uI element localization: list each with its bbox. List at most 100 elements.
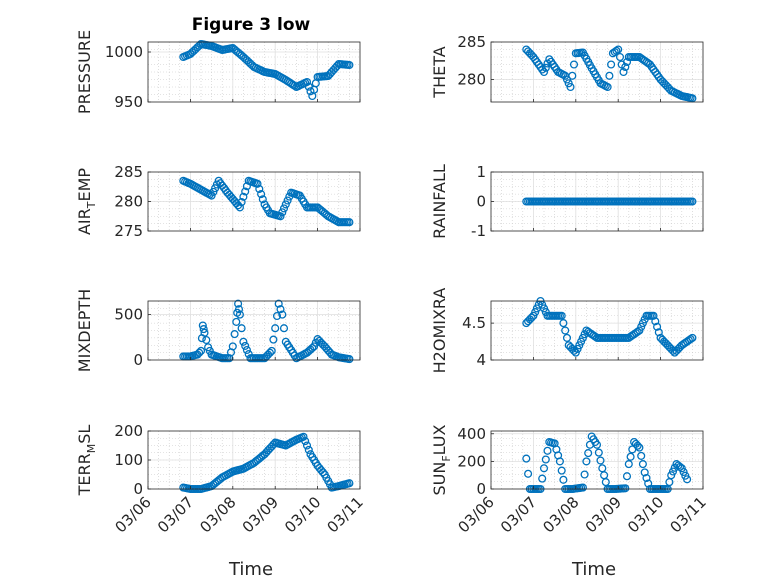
data-point — [594, 448, 603, 457]
y-tick-label: 400 — [457, 425, 486, 443]
data-point — [538, 474, 547, 483]
data-point — [612, 46, 621, 55]
data-point — [301, 437, 310, 446]
data-point — [241, 341, 250, 350]
x-axis-label-right: Time — [571, 559, 616, 580]
x-tick-label: 03/09 — [239, 493, 282, 536]
data-point — [209, 187, 218, 196]
data-point — [638, 460, 647, 469]
data-point — [619, 67, 628, 77]
data-point — [228, 342, 237, 351]
x-tick-label: 03/10 — [624, 493, 667, 536]
data-point — [274, 299, 283, 308]
data-point — [279, 324, 289, 333]
data-point — [637, 322, 646, 331]
data-point — [633, 441, 642, 450]
y-tick-label: 0 — [133, 351, 143, 369]
subplot-rainfall: -1 0 1 RAINFALL — [430, 163, 704, 240]
data-point — [555, 457, 564, 466]
y-tick-label: -1 — [471, 222, 486, 240]
data-point — [615, 52, 625, 62]
data-point — [267, 346, 276, 355]
data-point — [278, 310, 287, 319]
data-point — [582, 457, 591, 466]
x-tick-label: 03/10 — [281, 493, 324, 536]
data-point — [202, 335, 211, 345]
y-tick-label: 4.5 — [462, 314, 486, 332]
axes-box — [490, 300, 704, 361]
data-point — [557, 466, 566, 475]
data-point — [651, 317, 660, 326]
data-point — [557, 311, 566, 320]
data-point — [199, 325, 208, 334]
data-point — [241, 187, 250, 196]
y-tick-label: 0 — [133, 480, 143, 498]
data-point — [539, 67, 549, 77]
data-point — [541, 63, 550, 72]
data-point — [628, 445, 637, 454]
data-point — [237, 198, 246, 207]
data-point — [654, 328, 663, 337]
data-point — [279, 204, 289, 213]
x-axis-label-left: Time — [228, 559, 273, 580]
data-point — [302, 77, 312, 87]
data-point — [232, 317, 241, 326]
y-tick-label: 100 — [114, 451, 143, 469]
subplot-theta: 280 285 THETA — [430, 33, 704, 103]
y-tick-label: 4 — [476, 351, 486, 369]
y-tick-label: 0 — [476, 193, 486, 211]
data-point — [688, 333, 697, 342]
axes-box — [147, 41, 361, 103]
x-tick-label: 03/08 — [539, 493, 582, 536]
y-tick-label: 275 — [114, 222, 143, 240]
data-point — [345, 60, 354, 70]
y-axis-label: H2OMIXRA — [430, 288, 449, 374]
data-point — [265, 348, 274, 357]
subplot-mixdepth: 0 500 MIXDEPTH — [75, 289, 361, 372]
subplot-terr-msl: 0 100 200 03/06 03/07 03/08 03/09 03/10 03/11 TER… — [75, 422, 367, 536]
data-point — [649, 311, 658, 320]
data-point — [569, 60, 579, 69]
data-point — [196, 346, 206, 355]
data-point — [304, 445, 313, 454]
y-axis-label: THETA — [430, 46, 449, 98]
data-point — [253, 179, 262, 188]
data-point — [235, 310, 244, 319]
x-tick-label: 03/08 — [196, 493, 239, 536]
data-point — [621, 484, 630, 493]
data-point — [302, 441, 312, 450]
subplot-pressure: 950 1000 PRESSURE — [75, 30, 361, 114]
data-point — [276, 212, 285, 221]
subplot-air-temp: 275 280 285 AIRTEMP — [75, 163, 361, 240]
axes-box — [147, 300, 361, 361]
subplot-h2omixra: 4 4.5 H2OMIXRA — [430, 288, 704, 374]
data-point — [584, 449, 593, 458]
data-point — [559, 319, 568, 328]
data-point — [234, 299, 243, 308]
data-point — [603, 82, 612, 92]
data-point — [668, 467, 678, 476]
axes-box — [490, 430, 704, 490]
data-point — [562, 333, 572, 342]
y-tick-label: 285 — [114, 163, 143, 181]
data-point — [578, 333, 587, 342]
y-axis-label: MIXDEPTH — [75, 289, 94, 372]
data-point — [605, 71, 614, 80]
data-point — [258, 195, 267, 204]
data-point — [531, 308, 540, 317]
x-tick-label: 03/07 — [154, 493, 197, 536]
y-tick-label: 200 — [457, 452, 486, 470]
data-point — [598, 464, 607, 473]
data-point — [278, 208, 287, 217]
data-point — [318, 468, 327, 477]
y-axis-label: AIRTEMP — [75, 168, 98, 235]
data-point — [281, 200, 290, 209]
data-point — [524, 469, 533, 478]
data-point — [561, 326, 570, 335]
data-point — [644, 479, 653, 488]
data-point — [600, 471, 609, 480]
y-tick-label: 500 — [114, 306, 143, 324]
data-point — [665, 478, 674, 487]
data-point — [642, 473, 651, 483]
data-point — [621, 62, 630, 72]
